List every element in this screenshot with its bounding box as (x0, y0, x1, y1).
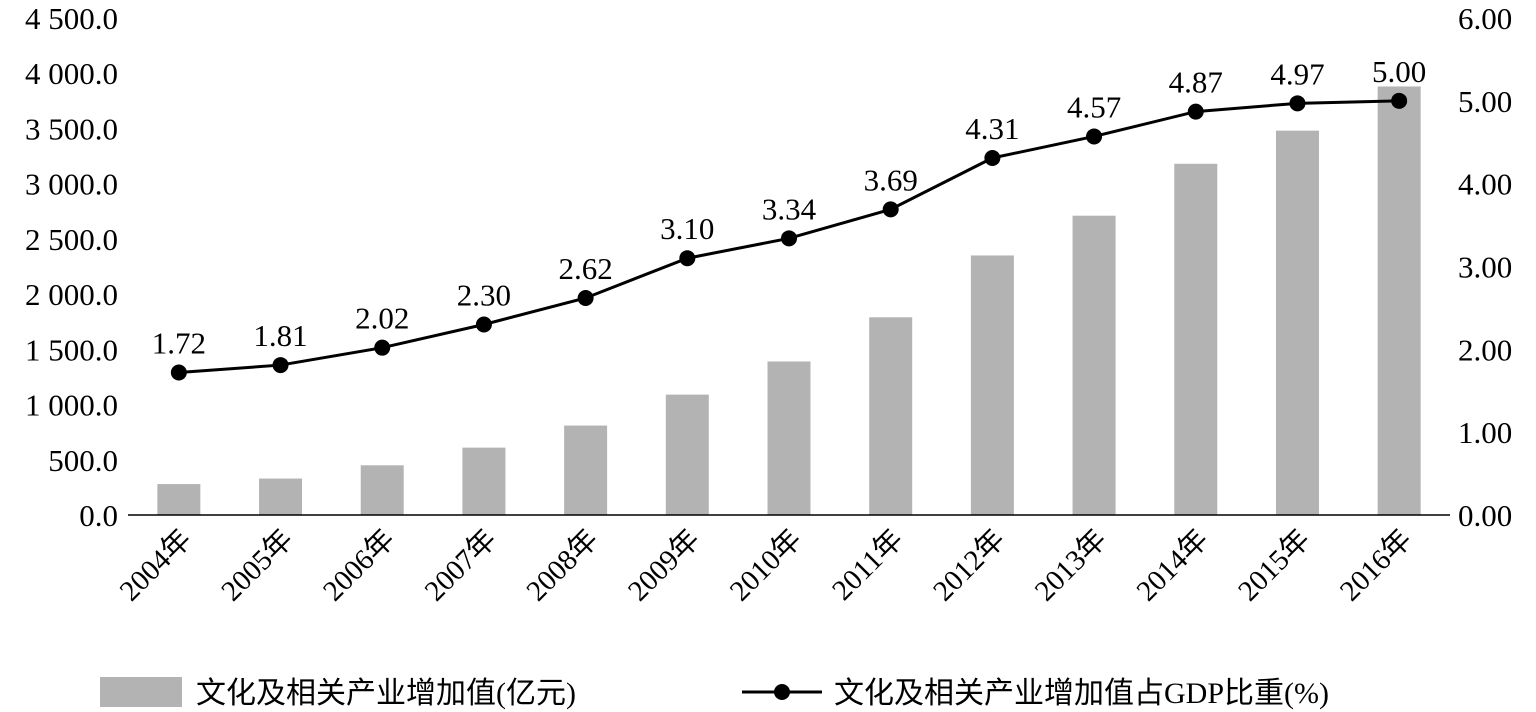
line-point (1187, 103, 1204, 120)
data-label: 4.57 (1067, 89, 1121, 124)
bar (360, 465, 404, 515)
bar-series (157, 86, 1421, 516)
legend-line-label: 文化及相关产业增加值占GDP比重(%) (834, 677, 1329, 710)
data-label: 3.10 (660, 211, 714, 246)
bar (665, 394, 709, 515)
data-label: 2.30 (457, 277, 511, 312)
left-tick-label: 2 000.0 (25, 277, 118, 312)
left-tick-label: 2 500.0 (25, 222, 118, 257)
x-tick-label: 2011年 (826, 523, 910, 607)
x-tick-label: 2012年 (926, 523, 1011, 608)
left-tick-label: 3 000.0 (25, 167, 118, 202)
x-tick-label: 2016年 (1333, 523, 1418, 608)
x-tick-label: 2013年 (1028, 523, 1113, 608)
line-point (374, 339, 391, 356)
x-axis-labels: 2004年 2005年 2006年 2007年 2008年 2009年 2010年 2011年… (113, 523, 1418, 608)
legend: 文化及相关产业增加值(亿元) 文化及相关产业增加值占GDP比重(%) (100, 677, 1329, 710)
line-point (475, 316, 492, 333)
right-axis-ticks: 0.00 1.00 2.00 3.00 4.00 5.00 6.00 (1458, 1, 1512, 533)
bar (869, 317, 913, 515)
left-tick-label: 500.0 (48, 443, 118, 478)
data-label: 4.31 (965, 111, 1019, 146)
left-tick-label: 3 500.0 (25, 111, 118, 146)
data-label: 3.69 (864, 162, 918, 197)
line-point (882, 201, 899, 218)
data-label: 5.00 (1372, 54, 1426, 89)
x-tick-label: 2004年 (113, 523, 198, 608)
left-axis-ticks: 0.0 500.0 1 000.0 1 500.0 2 000.0 2 500.0 3 00… (25, 1, 118, 533)
legend-line-marker (774, 684, 790, 700)
data-label: 2.02 (355, 301, 409, 336)
line-point (1086, 128, 1103, 145)
line-point (984, 149, 1001, 166)
line-point (1289, 95, 1306, 112)
left-tick-label: 0.0 (79, 498, 118, 533)
data-label: 2.62 (558, 251, 612, 286)
legend-bar-swatch (100, 677, 182, 707)
line-point (272, 357, 289, 374)
line-point (170, 364, 187, 381)
line-point (679, 250, 696, 267)
left-tick-label: 4 500.0 (25, 1, 118, 36)
line-series (170, 92, 1408, 381)
bar (1275, 130, 1319, 516)
x-tick-label: 2007年 (418, 523, 503, 608)
bar (157, 484, 201, 515)
legend-bar-label: 文化及相关产业增加值(亿元) (196, 677, 576, 710)
line-point (781, 230, 797, 247)
right-tick-label: 6.00 (1458, 1, 1512, 36)
right-tick-label: 1.00 (1458, 415, 1512, 450)
bar (1072, 215, 1116, 515)
left-tick-label: 1 500.0 (25, 332, 118, 367)
bar (767, 361, 811, 515)
left-tick-label: 4 000.0 (25, 56, 118, 91)
right-tick-label: 2.00 (1458, 332, 1512, 367)
right-tick-label: 5.00 (1458, 84, 1512, 119)
bar (1174, 163, 1218, 515)
data-label: 4.97 (1270, 56, 1324, 91)
x-tick-label: 2005年 (215, 523, 300, 608)
x-tick-label: 2009年 (621, 523, 706, 608)
line-point (1391, 92, 1408, 109)
line-point (577, 289, 594, 306)
data-label: 1.72 (152, 326, 206, 361)
right-tick-label: 3.00 (1458, 250, 1512, 285)
x-tick-label: 2008年 (520, 523, 605, 608)
x-tick-label: 2006年 (316, 523, 401, 608)
bar (970, 255, 1014, 515)
right-tick-label: 0.00 (1458, 498, 1512, 533)
x-tick-label: 2014年 (1130, 523, 1215, 608)
x-tick-label: 2015年 (1232, 523, 1317, 608)
x-tick-label: 2010年 (723, 523, 808, 608)
data-label: 4.87 (1169, 65, 1223, 100)
data-label: 1.81 (253, 318, 307, 353)
bar (564, 425, 608, 515)
right-tick-label: 4.00 (1458, 167, 1512, 202)
data-labels: 1.72 1.81 2.02 2.30 2.62 3.10 3.34 3.69 4.31 4.57… (152, 54, 1427, 361)
bar (259, 478, 303, 515)
bar (462, 447, 506, 515)
data-label: 3.34 (762, 191, 817, 226)
left-tick-label: 1 000.0 (25, 388, 118, 423)
bar (1377, 86, 1421, 515)
